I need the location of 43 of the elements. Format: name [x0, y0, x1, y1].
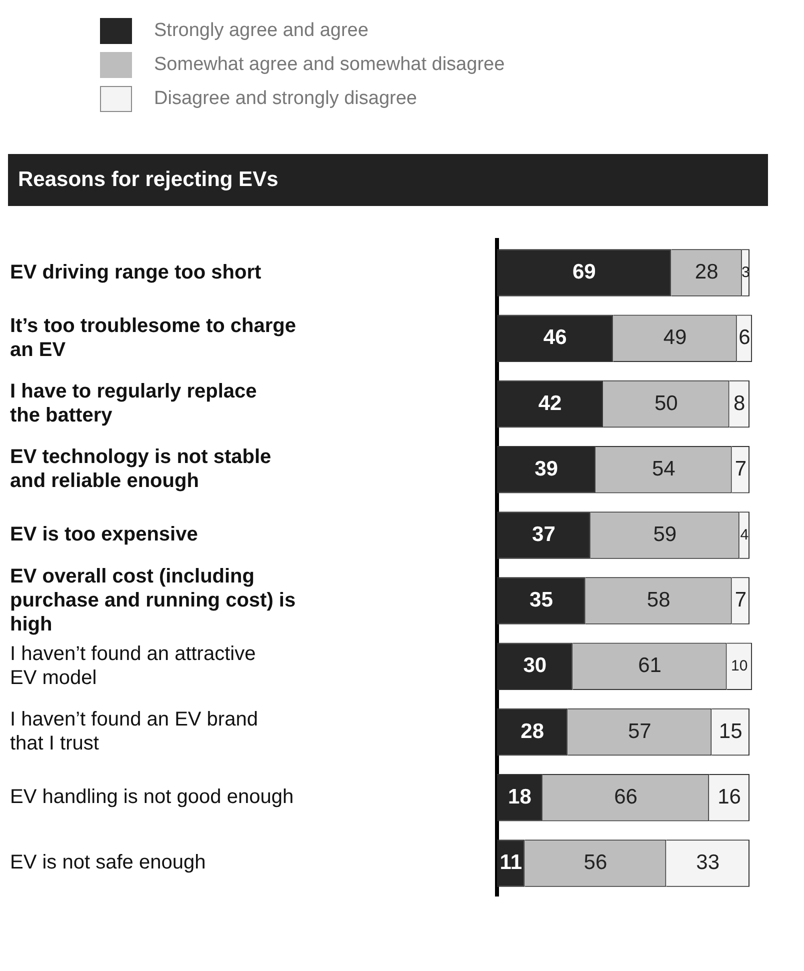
y-tick-label: EV is not safe enough [10, 852, 206, 874]
y-tick-label: EV technology is not stable and reliable enough [10, 446, 272, 492]
data-label: 7 [734, 457, 747, 480]
y-tick-label: EV overall cost (including purchase and running cost) is high [10, 565, 296, 636]
data-label: 10 [731, 658, 748, 675]
y-tick-label: I haven’t found an EV brand that I trust [10, 708, 258, 755]
data-label: 8 [734, 392, 746, 415]
data-label: 30 [523, 654, 547, 678]
text: Reasons for rejecting EVs [8, 154, 768, 206]
y-tick-label: It’s too troublesome to charge an EV [10, 314, 296, 361]
y-tick-label: EV driving range too short [10, 261, 262, 284]
data-label: 57 [628, 720, 652, 743]
data-label: 16 [718, 785, 741, 808]
data-label: 35 [530, 588, 554, 612]
data-label: 7 [734, 588, 747, 612]
data-label: 66 [614, 785, 638, 808]
data-label: 6 [738, 326, 750, 350]
data-label: 61 [638, 654, 662, 678]
legend-label: Disagree and strongly disagree [154, 88, 417, 110]
data-label: 4 [740, 526, 749, 544]
data-label: 37 [532, 522, 556, 546]
data-label: 39 [534, 457, 558, 480]
data-label: 18 [508, 785, 532, 808]
y-tick-label: EV handling is not good enough [10, 786, 294, 808]
data-label: 46 [543, 326, 567, 350]
data-label: 33 [696, 850, 720, 874]
data-label: 28 [694, 260, 718, 284]
legend-label: Strongly agree and agree [154, 20, 368, 42]
data-label: 11 [500, 850, 522, 874]
y-tick-label: I have to regularly replace the battery [10, 380, 257, 427]
data-label: 28 [520, 720, 544, 743]
data-label: 42 [538, 392, 562, 415]
legend-label: Somewhat agree and somewhat disagree [154, 54, 505, 76]
data-label: 15 [718, 720, 742, 743]
data-label: 56 [584, 850, 608, 874]
data-label: 69 [572, 260, 596, 284]
y-tick-label: I haven’t found an attractive EV model [10, 642, 256, 689]
y-tick-label: EV is too expensive [10, 524, 198, 546]
data-label: 49 [663, 326, 687, 350]
data-label: 59 [653, 522, 677, 546]
data-label: 50 [654, 392, 678, 415]
data-label: 58 [646, 588, 670, 612]
data-label: 54 [652, 457, 676, 480]
